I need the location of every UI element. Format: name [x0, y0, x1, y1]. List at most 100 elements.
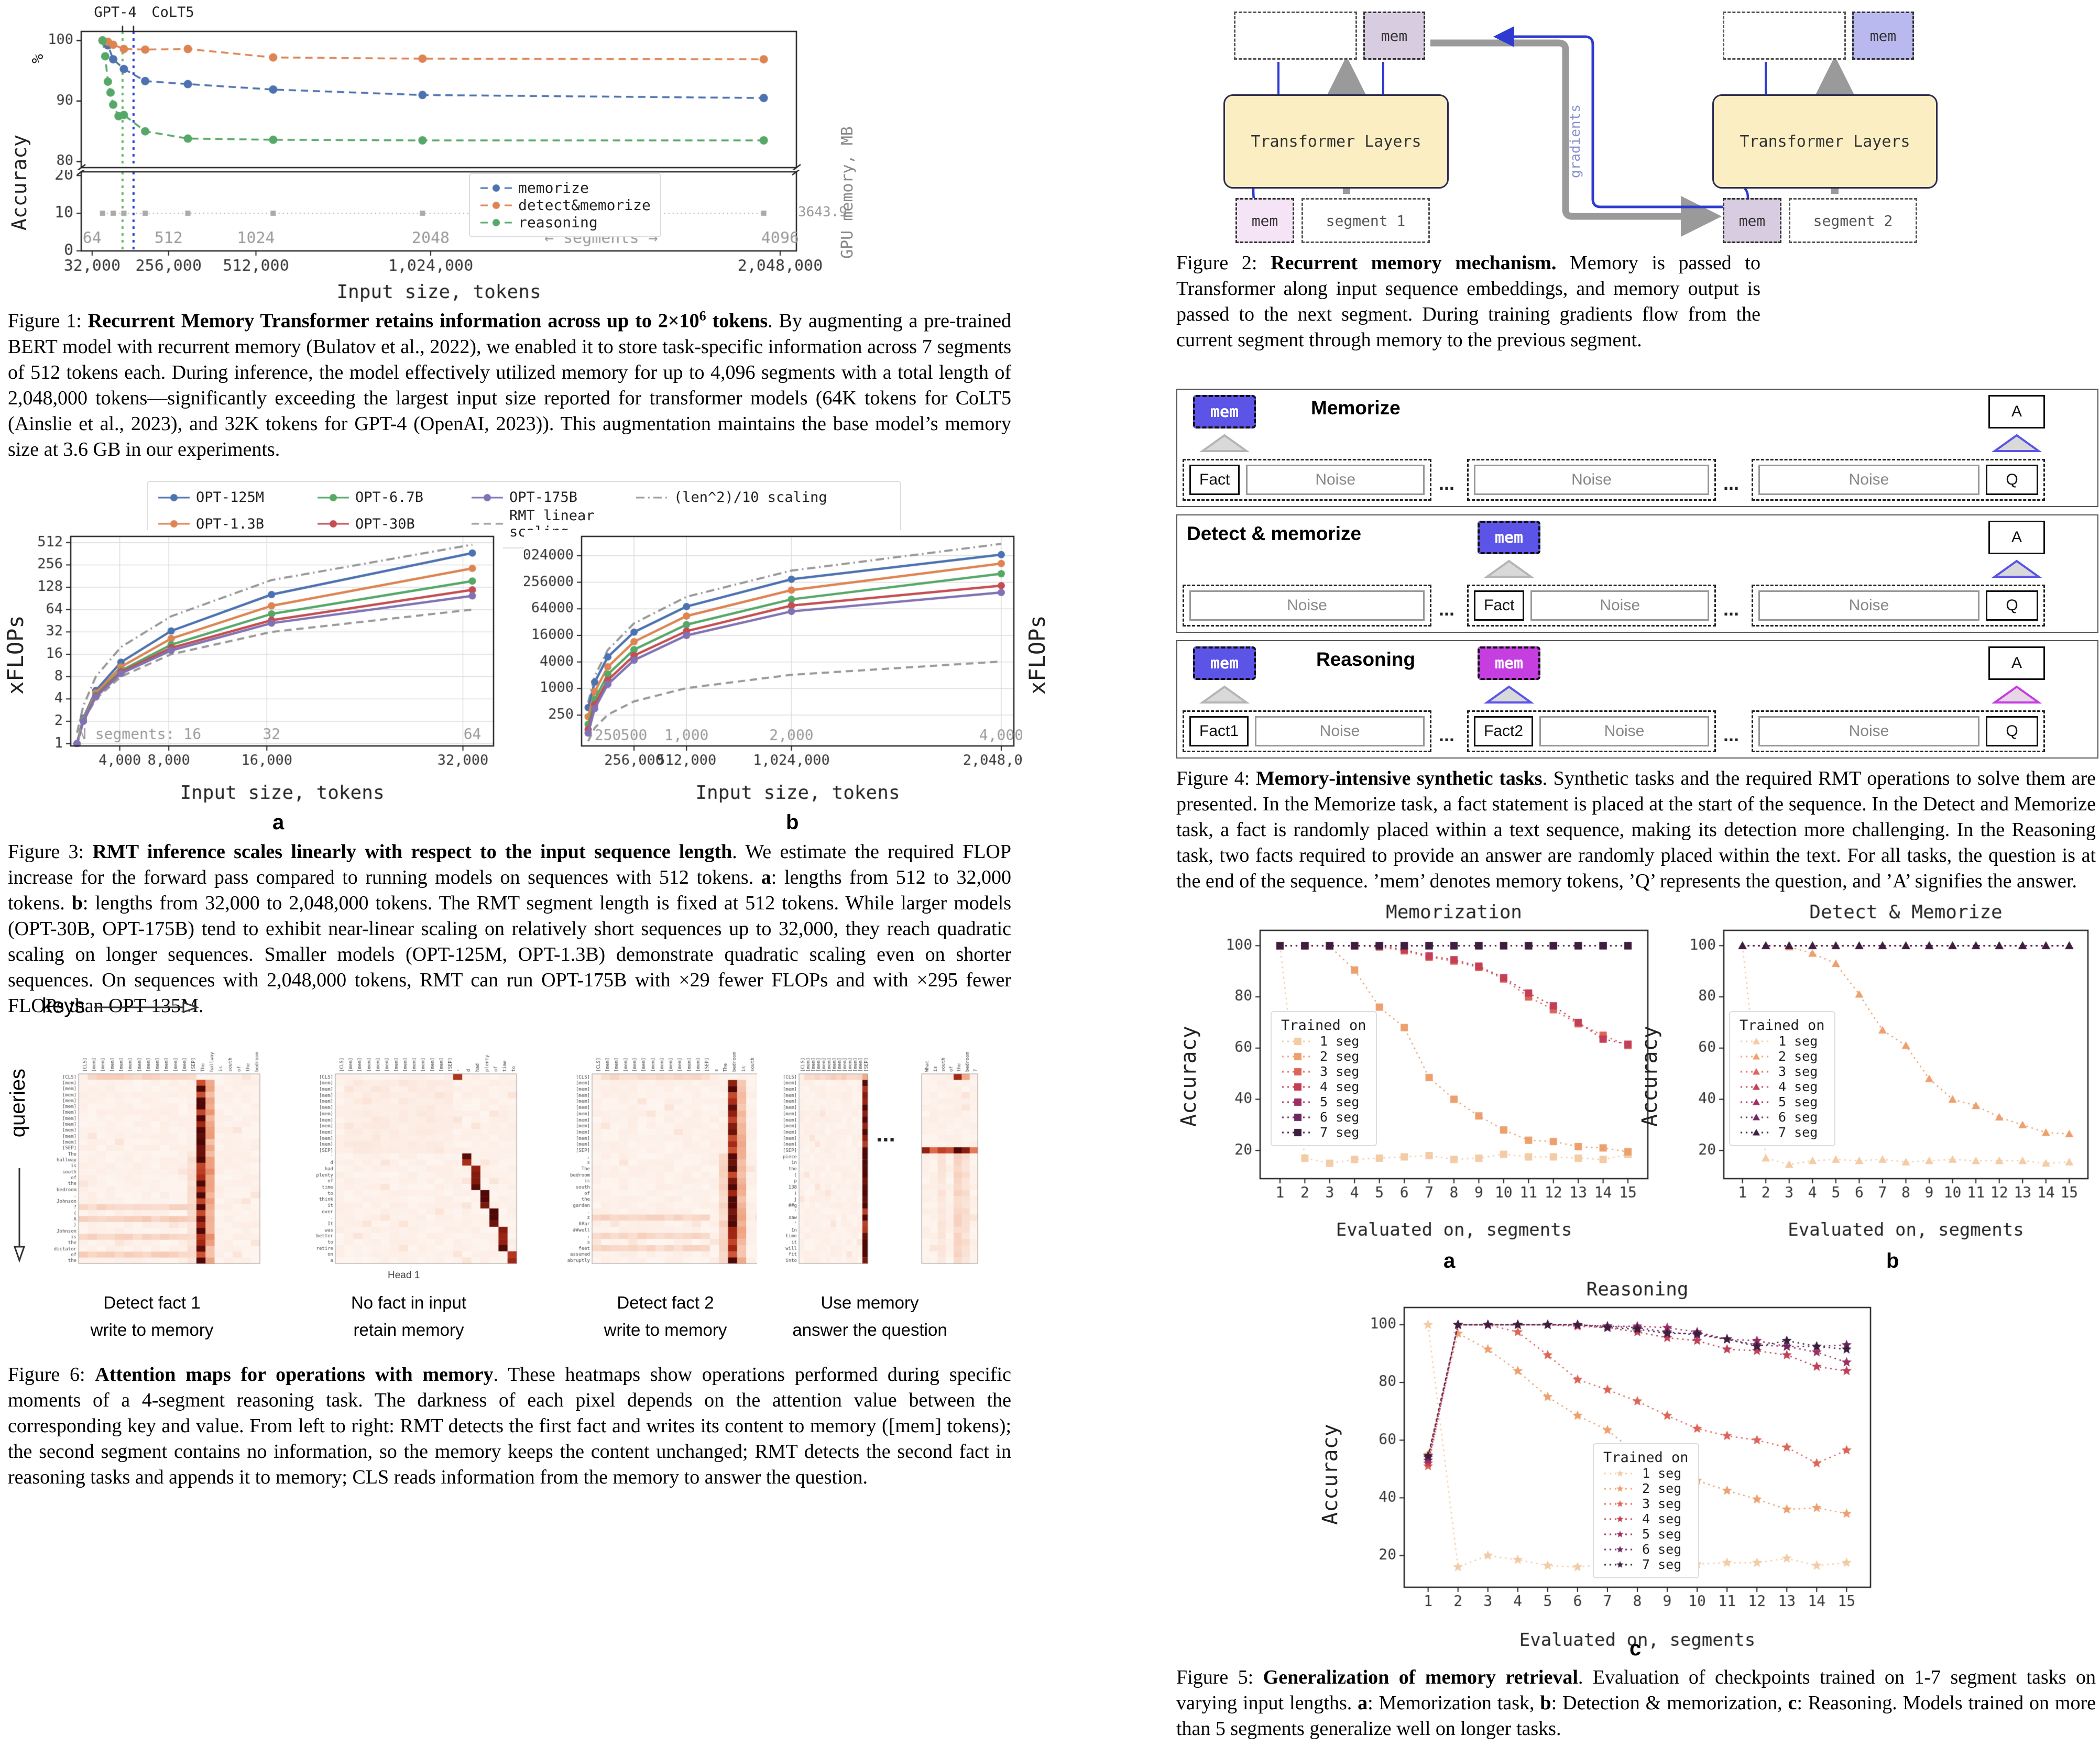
figure4-segment-group: Fact Noise — [1183, 459, 1431, 501]
legend-title: Trained on — [1740, 1017, 1825, 1034]
figure4-ellipsis: ... — [1723, 724, 1740, 745]
legend-item-label: 7 seg — [1778, 1125, 1818, 1140]
figure4-noise-box: Noise — [1539, 716, 1709, 746]
legend-marker-icon — [1603, 1543, 1637, 1556]
legend-marker-icon — [316, 491, 350, 504]
legend-item-label: 6 seg — [1642, 1542, 1682, 1557]
legend-marker-icon — [471, 491, 504, 504]
figure2-mem-top-right: mem — [1852, 12, 1914, 60]
figure4-q-box: Q — [1986, 590, 2038, 621]
figure5-sublabel-b: b — [1886, 1249, 1899, 1272]
figure6-heatmap-use-memory-strip — [757, 1021, 870, 1268]
figure2-transformer-right: Transformer Layers — [1712, 94, 1938, 189]
legend-item-label: 5 seg — [1778, 1094, 1818, 1109]
blue-triangle-icon — [1992, 434, 2042, 452]
figure5-chart-c-ylabel: Accuracy — [1318, 1424, 1342, 1525]
figure5-chart-b-ylabel: Accuracy — [1638, 1026, 1662, 1127]
figure4-segment-group: Fact2 Noise — [1467, 710, 1716, 752]
legend-title: Trained on — [1281, 1017, 1366, 1034]
figure5-sublabel-a: a — [1443, 1249, 1456, 1272]
figure3-chart-a — [21, 530, 503, 808]
legend-marker-icon — [1281, 1126, 1315, 1139]
legend-marker-icon — [471, 518, 504, 530]
figure2-mem-top-left: mem — [1363, 12, 1425, 60]
caption-text: . These heatmaps show operations perform… — [8, 1364, 1011, 1488]
figure6-head-label: Head 1 — [388, 1270, 420, 1281]
figure4-ellipsis: ... — [1723, 598, 1740, 620]
figure2-segment1-box: segment 1 — [1301, 198, 1430, 243]
figure5-chart-memorization — [1200, 901, 1656, 1244]
caption-text: Figure 3: — [8, 841, 93, 863]
legend-item: 1 seg — [1281, 1034, 1366, 1049]
caption-text: Figure 2: — [1176, 252, 1271, 274]
legend-item: OPT-1.3B — [157, 508, 314, 540]
legend-item-label: 5 seg — [1320, 1094, 1360, 1109]
figure1-ylabel: Accuracy — [8, 134, 31, 230]
legend-marker-icon — [1740, 1035, 1773, 1048]
figure4-panel-reasoning: Reasoning mem mem A Fact1 Noise Fact2 Noise Nois… — [1176, 640, 2098, 759]
caption-text: a — [1358, 1692, 1368, 1714]
caption-text: : Memorization task, — [1368, 1692, 1540, 1714]
legend-item-label: 1 seg — [1778, 1034, 1818, 1049]
figure3-sublabel-a: a — [272, 811, 285, 834]
legend-item-label: 2 seg — [1642, 1481, 1682, 1496]
legend-item: 1 seg — [1740, 1034, 1825, 1049]
figure4-segment-group: Fact Noise — [1467, 585, 1716, 627]
figure4-mem-box: mem — [1478, 521, 1540, 554]
legend-item-label: OPT-175B — [509, 489, 578, 506]
figure4-panel-title: Detect & memorize — [1187, 523, 1362, 544]
figure6-ellipsis: ... — [876, 1121, 895, 1147]
legend-marker-icon — [1281, 1095, 1315, 1108]
legend-item-label: 1 seg — [1642, 1466, 1682, 1481]
figure6-map2-label-line2: retain memory — [353, 1320, 464, 1339]
figure1: GPT-4 CoLT5 % Accuracy 3643.9 GPU memory… — [8, 4, 1003, 308]
legend-item: detect&memorize — [479, 196, 651, 214]
legend-marker-icon — [1603, 1558, 1637, 1571]
caption-text: a — [761, 866, 771, 888]
figure4-noise-box: Noise — [1530, 590, 1709, 621]
figure4-segment-group: Noise — [1467, 459, 1716, 501]
figure5-caption: Figure 5: Generalization of memory retri… — [1176, 1665, 2096, 1742]
caption-text: tokens — [706, 310, 768, 332]
figure5-chart-c-legend: Trained on 1 seg 2 seg 3 seg 4 seg 5 seg 6 seg… — [1593, 1443, 1699, 1578]
figure6-heatmap-detect-fact1 — [37, 1021, 262, 1268]
legend-item: 1 seg — [1603, 1466, 1689, 1481]
figure1-gpu-axis-label: GPU memory, MB — [838, 126, 857, 259]
legend-item: OPT-125M — [157, 489, 314, 506]
legend-item-label: 7 seg — [1642, 1557, 1682, 1572]
figure1-gpt4-label: GPT-4 — [94, 4, 137, 20]
figure3-caption: Figure 3: RMT inference scales linearly … — [8, 839, 1011, 1019]
figure1-caption: Figure 1: Recurrent Memory Transformer r… — [8, 303, 1011, 463]
legend-marker-icon — [1740, 1080, 1773, 1093]
figure4-answer-box: A — [1988, 521, 2045, 554]
figure2-segment2-box: segment 2 — [1789, 198, 1917, 243]
legend-item-label: 6 seg — [1320, 1109, 1360, 1125]
figure3-chart-a-ylabel: xFLOPs — [3, 615, 28, 695]
legend-marker-icon — [479, 216, 513, 229]
figure4-q-box: Q — [1986, 716, 2038, 746]
figure4-segment-group: Noise — [1183, 585, 1431, 627]
legend-marker-icon — [1740, 1050, 1773, 1063]
caption-text: b — [71, 892, 83, 914]
legend-item: 2 seg — [1281, 1049, 1366, 1064]
legend-item-label: 3 seg — [1778, 1064, 1818, 1079]
legend-item: 3 seg — [1603, 1496, 1689, 1511]
figure2-top-empty-right — [1723, 12, 1846, 60]
legend-marker-icon — [157, 518, 191, 530]
figure4-segment-group: Noise Q — [1752, 459, 2045, 501]
figure6-map3-label-line1: Detect fact 2 — [617, 1293, 714, 1312]
figure4-noise-box: Noise — [1189, 590, 1425, 621]
legend-marker-icon — [1603, 1467, 1637, 1480]
legend-item-label: 4 seg — [1642, 1511, 1682, 1526]
figure4-noise-box: Noise — [1474, 465, 1709, 495]
caption-text: : Detection & memorization, — [1551, 1692, 1788, 1714]
magenta-triangle-icon — [1992, 685, 2042, 704]
legend-item: OPT-6.7B — [316, 489, 468, 506]
legend-marker-icon — [1281, 1080, 1315, 1093]
legend-item-label: 6 seg — [1778, 1109, 1818, 1125]
figure1-legend: memorize detect&memorize reasoning — [469, 173, 661, 237]
gray-triangle-icon — [1484, 559, 1534, 578]
caption-text: . Evaluation of checkpoints trained on 1… — [1176, 1666, 2096, 1714]
figure6-heatmap-use-memory-block — [914, 1021, 980, 1268]
figure4-ellipsis: ... — [1439, 724, 1455, 745]
